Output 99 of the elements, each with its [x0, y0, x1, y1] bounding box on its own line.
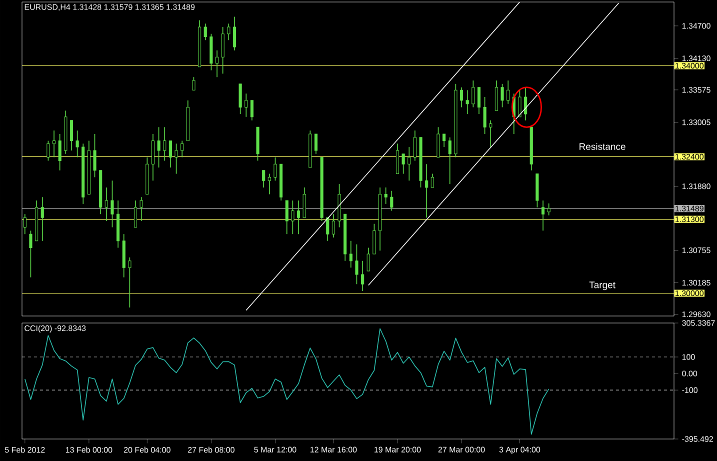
ref-line-label: 1.31489	[676, 206, 704, 212]
candlestick	[192, 76, 196, 91]
candlestick	[524, 86, 528, 121]
candlestick	[506, 80, 510, 104]
candlestick	[29, 230, 32, 278]
x-tick-label: 3 Apr 04:00	[499, 446, 540, 454]
candlestick	[483, 96, 486, 134]
candlestick	[460, 86, 464, 108]
candlestick	[227, 23, 230, 41]
candlestick	[244, 93, 248, 118]
annotation: Resistance	[580, 142, 626, 150]
annotation: Target	[589, 282, 616, 290]
y-tick-label: -100	[682, 387, 698, 393]
x-tick-label: 20 Feb 04:00	[124, 446, 170, 453]
candlestick	[390, 190, 394, 212]
candlestick	[215, 50, 219, 78]
candlestick	[372, 223, 376, 254]
candlestick	[157, 126, 160, 168]
candlestick	[408, 146, 411, 182]
candlestick	[291, 200, 294, 234]
candlestick	[238, 84, 242, 114]
candlestick	[326, 217, 330, 242]
candlestick	[23, 214, 26, 234]
candlestick	[489, 120, 492, 148]
candlestick	[436, 126, 440, 158]
candlestick	[70, 120, 74, 151]
candlestick	[494, 80, 498, 112]
candlestick	[110, 180, 114, 228]
candlestick	[250, 100, 254, 121]
y-tick-label: -395.492	[682, 436, 713, 442]
x-tick-label: 5 Feb 2012	[4, 446, 45, 453]
candlestick	[384, 187, 388, 204]
candlestick	[40, 196, 44, 242]
candlestick	[314, 134, 318, 154]
candlestick	[221, 26, 224, 74]
candlestick	[285, 200, 288, 234]
y-tick-label: 1.34700	[682, 23, 710, 29]
candlestick	[52, 130, 56, 158]
candlestick	[472, 80, 475, 108]
ref-line-label: 1.31300	[676, 216, 704, 222]
candlestick	[547, 202, 550, 216]
candlestick	[262, 170, 266, 188]
y-tick-label: 0.00	[682, 370, 698, 376]
candlestick	[204, 23, 207, 41]
candlestick	[518, 90, 522, 118]
chart-title: CCI(20) -92.8343	[24, 325, 86, 333]
y-tick-label: 1.30755	[682, 247, 710, 254]
x-tick-label: 27 Feb 08:00	[188, 446, 234, 453]
y-tick-label: 100	[682, 354, 695, 360]
candlestick	[180, 140, 184, 158]
candlestick	[500, 84, 504, 108]
candlestick	[355, 244, 358, 285]
candlestick	[128, 257, 132, 308]
candlestick	[174, 143, 178, 174]
x-tick-label: 27 Mar 00:00	[438, 446, 485, 452]
y-tick-label: 1.29630	[682, 311, 710, 318]
candlestick	[134, 200, 138, 228]
y-tick-label: 305.3367	[682, 320, 715, 326]
y-tick-label: 1.33005	[682, 119, 710, 126]
chart-title: EURUSD,H4 1.31428 1.31579 1.31365 1.31489	[24, 4, 195, 11]
x-tick-label: 5 Mar 12:00	[254, 446, 296, 452]
candlestick	[76, 130, 79, 158]
candlestick	[46, 140, 50, 162]
ref-line-label: 1.30000	[676, 290, 704, 296]
candlestick	[430, 173, 434, 188]
candlestick	[296, 200, 300, 234]
x-tick-label: 19 Mar 20:00	[374, 446, 421, 452]
candlestick	[466, 90, 469, 114]
y-tick-label: 1.31880	[682, 183, 710, 190]
candlestick	[332, 214, 335, 238]
candlestick	[448, 136, 452, 184]
candlestick	[268, 173, 271, 195]
candlestick	[349, 240, 352, 268]
y-tick-label: 1.30185	[682, 280, 710, 286]
candlestick	[541, 200, 545, 232]
candlestick	[140, 196, 143, 222]
candlestick	[163, 126, 166, 162]
candlestick	[151, 134, 155, 182]
candlestick	[402, 153, 405, 174]
candlestick	[425, 164, 428, 218]
candlestick	[413, 130, 416, 162]
candlestick	[104, 187, 108, 222]
candlestick	[477, 86, 481, 114]
ref-line-label: 1.32400	[676, 154, 704, 160]
candlestick	[366, 247, 370, 272]
candlestick	[361, 260, 364, 292]
candlestick	[168, 140, 172, 168]
candlestick	[274, 156, 277, 182]
candlestick	[232, 16, 236, 51]
ref-line-label: 1.34000	[676, 62, 704, 69]
candlestick	[302, 187, 306, 218]
x-tick-label: 13 Feb 00:00	[66, 446, 112, 453]
x-tick-label: 12 Mar 16:00	[310, 446, 357, 452]
y-tick-label: 1.34130	[682, 55, 710, 62]
candlestick	[93, 134, 96, 178]
candlestick	[396, 143, 400, 174]
candlestick	[58, 134, 62, 171]
y-tick-label: 1.33575	[682, 87, 710, 93]
candlestick	[442, 134, 446, 148]
